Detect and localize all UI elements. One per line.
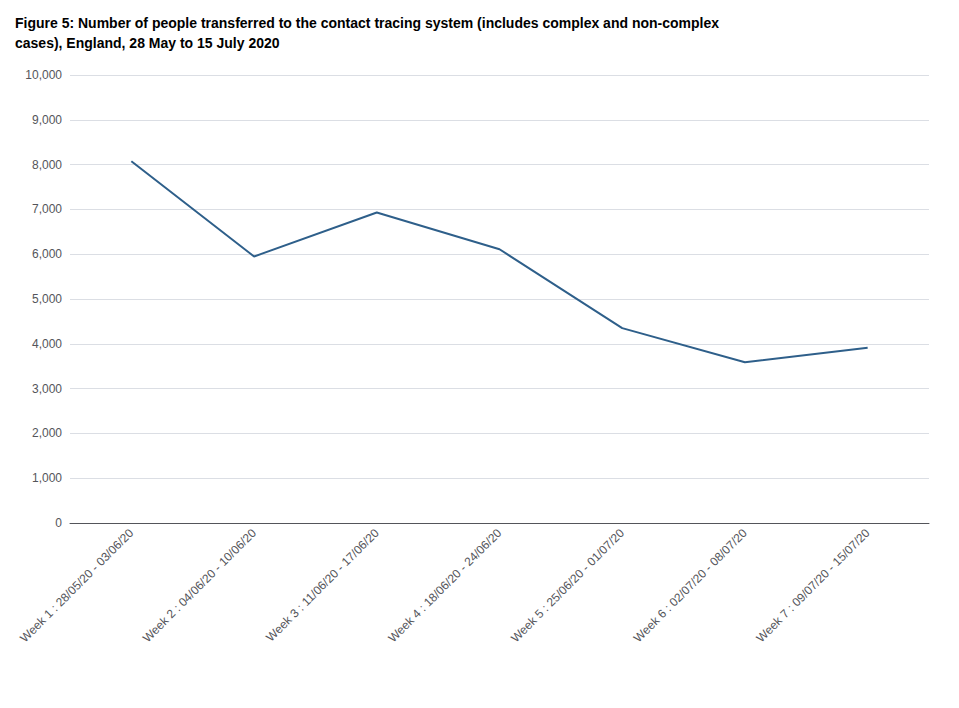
- svg-text:4,000: 4,000: [32, 337, 62, 351]
- svg-text:5,000: 5,000: [32, 292, 62, 306]
- svg-text:Week 3 : 11/06/20 - 17/06/20: Week 3 : 11/06/20 - 17/06/20: [263, 526, 382, 645]
- svg-text:10,000: 10,000: [25, 68, 62, 82]
- svg-text:Week 5 : 25/06/20 - 01/07/20: Week 5 : 25/06/20 - 01/07/20: [508, 526, 627, 645]
- svg-text:6,000: 6,000: [32, 247, 62, 261]
- svg-text:Week 4 : 18/06/20 - 24/06/20: Week 4 : 18/06/20 - 24/06/20: [385, 526, 504, 645]
- svg-text:3,000: 3,000: [32, 382, 62, 396]
- svg-text:Figure 5: Number of people tra: Figure 5: Number of people transferred t…: [15, 15, 719, 31]
- svg-text:Week 2 : 04/06/20 - 10/06/20: Week 2 : 04/06/20 - 10/06/20: [140, 526, 259, 645]
- svg-text:Week 1 : 28/05/20 - 03/06/20: Week 1 : 28/05/20 - 03/06/20: [17, 526, 136, 645]
- svg-text:Week 6 : 02/07/20 - 08/07/20: Week 6 : 02/07/20 - 08/07/20: [631, 526, 750, 645]
- svg-text:9,000: 9,000: [32, 113, 62, 127]
- svg-text:cases), England, 28 May to 15: cases), England, 28 May to 15 July 2020: [15, 35, 280, 51]
- svg-text:8,000: 8,000: [32, 158, 62, 172]
- svg-text:7,000: 7,000: [32, 202, 62, 216]
- svg-text:1,000: 1,000: [32, 471, 62, 485]
- svg-text:Week 7 : 09/07/20 - 15/07/20: Week 7 : 09/07/20 - 15/07/20: [754, 526, 873, 645]
- svg-text:2,000: 2,000: [32, 426, 62, 440]
- svg-text:0: 0: [55, 516, 62, 530]
